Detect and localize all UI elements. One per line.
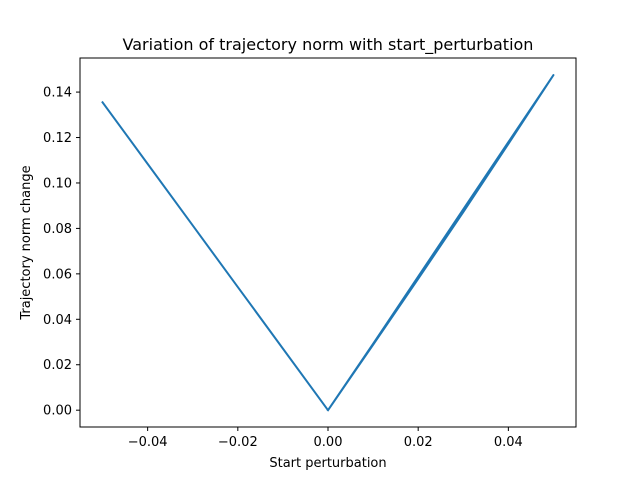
y-tick-label: 0.04 xyxy=(43,313,72,328)
plot-series xyxy=(101,74,555,412)
series-line xyxy=(101,74,555,412)
y-tick-label: 0.00 xyxy=(43,404,72,419)
x-tick-label: −0.04 xyxy=(128,435,168,450)
y-tick-label: 0.06 xyxy=(43,267,72,282)
y-axis-ticks: 0.00 0.02 0.04 0.06 0.08 0.10 0.12 0.14 xyxy=(43,86,80,419)
x-tick-label: 0.02 xyxy=(404,435,433,450)
x-tick-label: −0.02 xyxy=(218,435,258,450)
x-axis-ticks: −0.04 −0.02 0.00 0.02 0.04 xyxy=(128,427,523,450)
x-tick-label: 0.04 xyxy=(494,435,523,450)
x-tick-label: 0.00 xyxy=(314,435,343,450)
y-tick-label: 0.08 xyxy=(43,222,72,237)
y-tick-label: 0.12 xyxy=(43,131,72,146)
y-tick-label: 0.10 xyxy=(43,176,72,191)
x-axis-label: Start perturbation xyxy=(269,456,386,471)
y-tick-label: 0.02 xyxy=(43,358,72,373)
y-axis-label: Trajectory norm change xyxy=(19,165,34,320)
plot-frame xyxy=(79,57,577,428)
y-tick-label: 0.14 xyxy=(43,86,72,101)
chart-title: Variation of trajectory norm with start_… xyxy=(123,35,534,55)
